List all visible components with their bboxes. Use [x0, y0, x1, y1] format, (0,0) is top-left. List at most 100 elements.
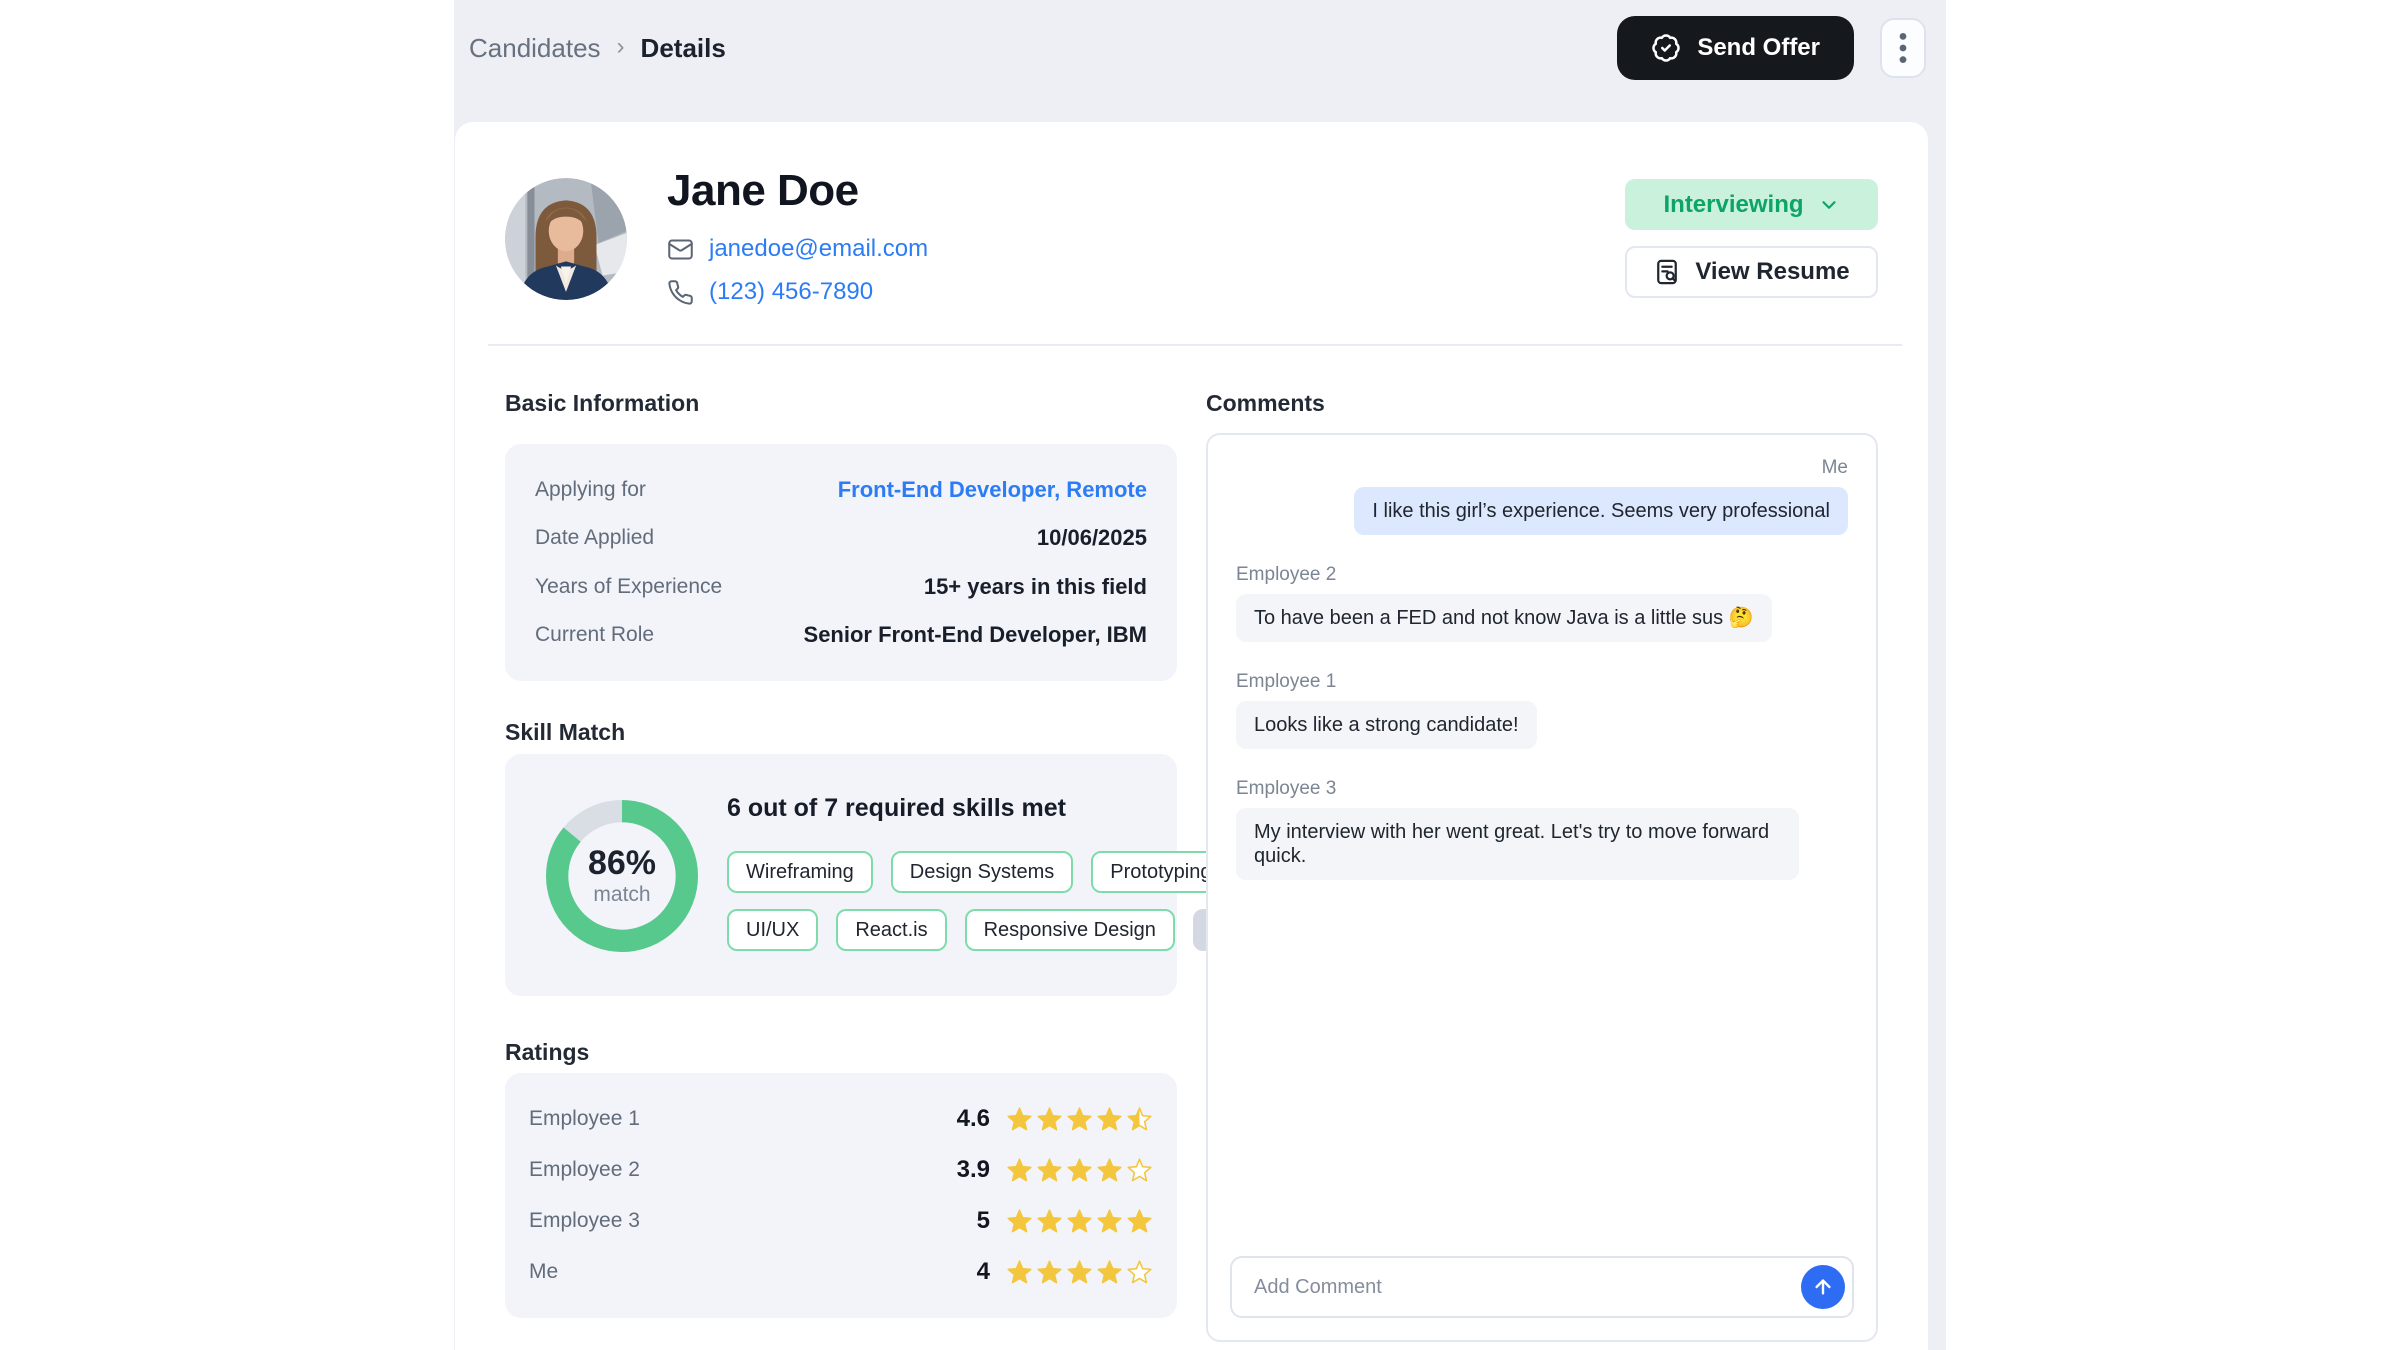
rater-name: Me [529, 1260, 559, 1283]
breadcrumb-chevron-icon: › [616, 33, 625, 60]
kebab-menu-icon [1890, 30, 1916, 66]
avatar [505, 178, 627, 300]
email-row: janedoe@email.com [667, 235, 928, 263]
comment-message: Employee 2 To have been a FED and not kn… [1236, 564, 1848, 642]
chevron-down-icon [1818, 194, 1840, 216]
skills-met-summary: 6 out of 7 required skills met [727, 794, 1066, 822]
info-label: Applying for [535, 478, 646, 501]
rating-row: Employee 2 3.9 [529, 1148, 1153, 1192]
comment-author: Employee 2 [1236, 564, 1337, 585]
info-row-date-applied: Date Applied 10/06/2025 [535, 516, 1147, 560]
profile-info: Jane Doe janedoe@email.com [667, 166, 928, 306]
skill-chip: UI/UX [727, 909, 819, 951]
star-rating [1006, 1208, 1153, 1235]
info-value: 10/06/2025 [1036, 525, 1147, 551]
skill-chip-row-2: UI/UX React.is Responsive Design Java [727, 909, 1274, 951]
rater-name: Employee 2 [529, 1158, 640, 1181]
comment-message: Me I like this girl’s experience. Seems … [1236, 457, 1848, 535]
badge-check-icon [1651, 33, 1681, 63]
send-offer-label: Send Offer [1697, 34, 1820, 61]
basic-info-card: Applying for Front-End Developer, Remote… [505, 444, 1177, 681]
ratings-card: Employee 1 4.6 Employee 2 3.9 [505, 1073, 1177, 1318]
comment-bubble: I like this girl’s experience. Seems ver… [1354, 487, 1848, 535]
breadcrumb: Candidates › Details [469, 33, 726, 64]
info-value: Senior Front-End Developer, IBM [803, 621, 1147, 647]
breadcrumb-candidates[interactable]: Candidates [469, 32, 601, 63]
rating-row: Employee 1 4.6 [529, 1097, 1153, 1141]
rating-value: 3.9 [956, 1156, 990, 1183]
info-label: Date Applied [535, 526, 655, 550]
rating-row-me: Me 4 [529, 1250, 1153, 1294]
info-row-current-role: Current Role Senior Front-End Developer,… [535, 613, 1147, 657]
topbar: Candidates › Details Send Offer [455, 16, 1946, 80]
more-options-button[interactable] [1880, 18, 1926, 78]
info-row-experience: Years of Experience 15+ years in this fi… [535, 565, 1147, 609]
star-rating-editable[interactable] [1006, 1259, 1153, 1286]
add-comment-area [1230, 1256, 1854, 1318]
comment-bubble: Looks like a strong candidate! [1236, 701, 1537, 749]
rating-value: 4.6 [956, 1105, 990, 1132]
info-label: Current Role [535, 622, 655, 646]
match-label: match [593, 882, 651, 906]
ratings-title: Ratings [505, 1039, 590, 1065]
profile-actions: Interviewing V [1625, 179, 1878, 298]
content-columns: Basic Information Applying for Front-End… [505, 344, 1878, 1350]
rating-value: 5 [976, 1207, 990, 1234]
basic-info-title: Basic Information [505, 390, 700, 416]
rating-row: Employee 3 5 [529, 1199, 1153, 1243]
phone-icon [667, 279, 694, 306]
email-link[interactable]: janedoe@email.com [709, 235, 929, 262]
arrow-up-icon [1812, 1276, 1834, 1298]
rater-name: Employee 3 [529, 1209, 640, 1232]
info-label: Years of Experience [535, 574, 723, 598]
comments-title: Comments [1206, 390, 1325, 416]
rater-name: Employee 1 [529, 1107, 640, 1130]
comment-author: Employee 3 [1236, 778, 1337, 799]
divider [488, 344, 1902, 346]
skill-chip: Design Systems [890, 851, 1074, 893]
comment-bubble: To have been a FED and not know Java is … [1236, 594, 1772, 642]
topbar-actions: Send Offer [1617, 16, 1926, 80]
status-label: Interviewing [1663, 190, 1804, 218]
view-resume-button[interactable]: View Resume [1625, 246, 1878, 298]
skill-chip: Responsive Design [964, 909, 1175, 951]
add-comment-input[interactable] [1230, 1256, 1854, 1318]
skill-chip: React.is [836, 909, 947, 951]
profile-header: Jane Doe janedoe@email.com [455, 122, 1928, 346]
comment-message: Employee 3 My interview with her went gr… [1236, 778, 1848, 880]
info-row-applying-for: Applying for Front-End Developer, Remote [535, 468, 1147, 512]
view-resume-label: View Resume [1695, 258, 1850, 285]
skill-match-title: Skill Match [505, 719, 626, 745]
star-rating [1006, 1157, 1153, 1184]
phone-link[interactable]: (123) 456-7890 [709, 278, 874, 305]
send-comment-button[interactable] [1801, 1265, 1845, 1309]
breadcrumb-details: Details [640, 32, 726, 63]
donut-center-label: 86% match [546, 800, 698, 952]
comment-message: Employee 1 Looks like a strong candidate… [1236, 671, 1848, 749]
right-column: Comments Me I like this girl’s experienc… [1206, 344, 1878, 1350]
applying-for-link[interactable]: Front-End Developer, Remote [837, 477, 1147, 502]
mail-icon [667, 236, 694, 263]
skill-chip: Wireframing [727, 851, 873, 893]
skill-chip-row-1: Wireframing Design Systems Prototyping [727, 851, 1231, 893]
skill-summary-block: 6 out of 7 required skills met Wireframi… [727, 794, 1274, 951]
comments-card: Me I like this girl’s experience. Seems … [1206, 433, 1878, 1342]
left-column: Basic Information Applying for Front-End… [505, 344, 1274, 1350]
candidate-name: Jane Doe [667, 166, 859, 215]
file-search-icon [1653, 258, 1681, 286]
comment-bubble: My interview with her went great. Let's … [1236, 808, 1800, 880]
candidate-card: Jane Doe janedoe@email.com [455, 122, 1928, 1350]
comment-author: Employee 1 [1236, 671, 1337, 692]
rating-value: 4 [976, 1258, 990, 1285]
star-rating [1006, 1106, 1153, 1133]
match-percent: 86% [587, 843, 657, 882]
status-dropdown[interactable]: Interviewing [1625, 179, 1878, 230]
comment-author: Me [1821, 457, 1848, 478]
info-value: 15+ years in this field [923, 573, 1147, 599]
skill-donut-value [546, 800, 698, 952]
skill-match-card: 86% match 6 out of 7 required skills met… [505, 754, 1274, 996]
send-offer-button[interactable]: Send Offer [1617, 16, 1854, 80]
skill-match-donut: 86% match [546, 800, 698, 952]
phone-row: (123) 456-7890 [667, 278, 928, 306]
